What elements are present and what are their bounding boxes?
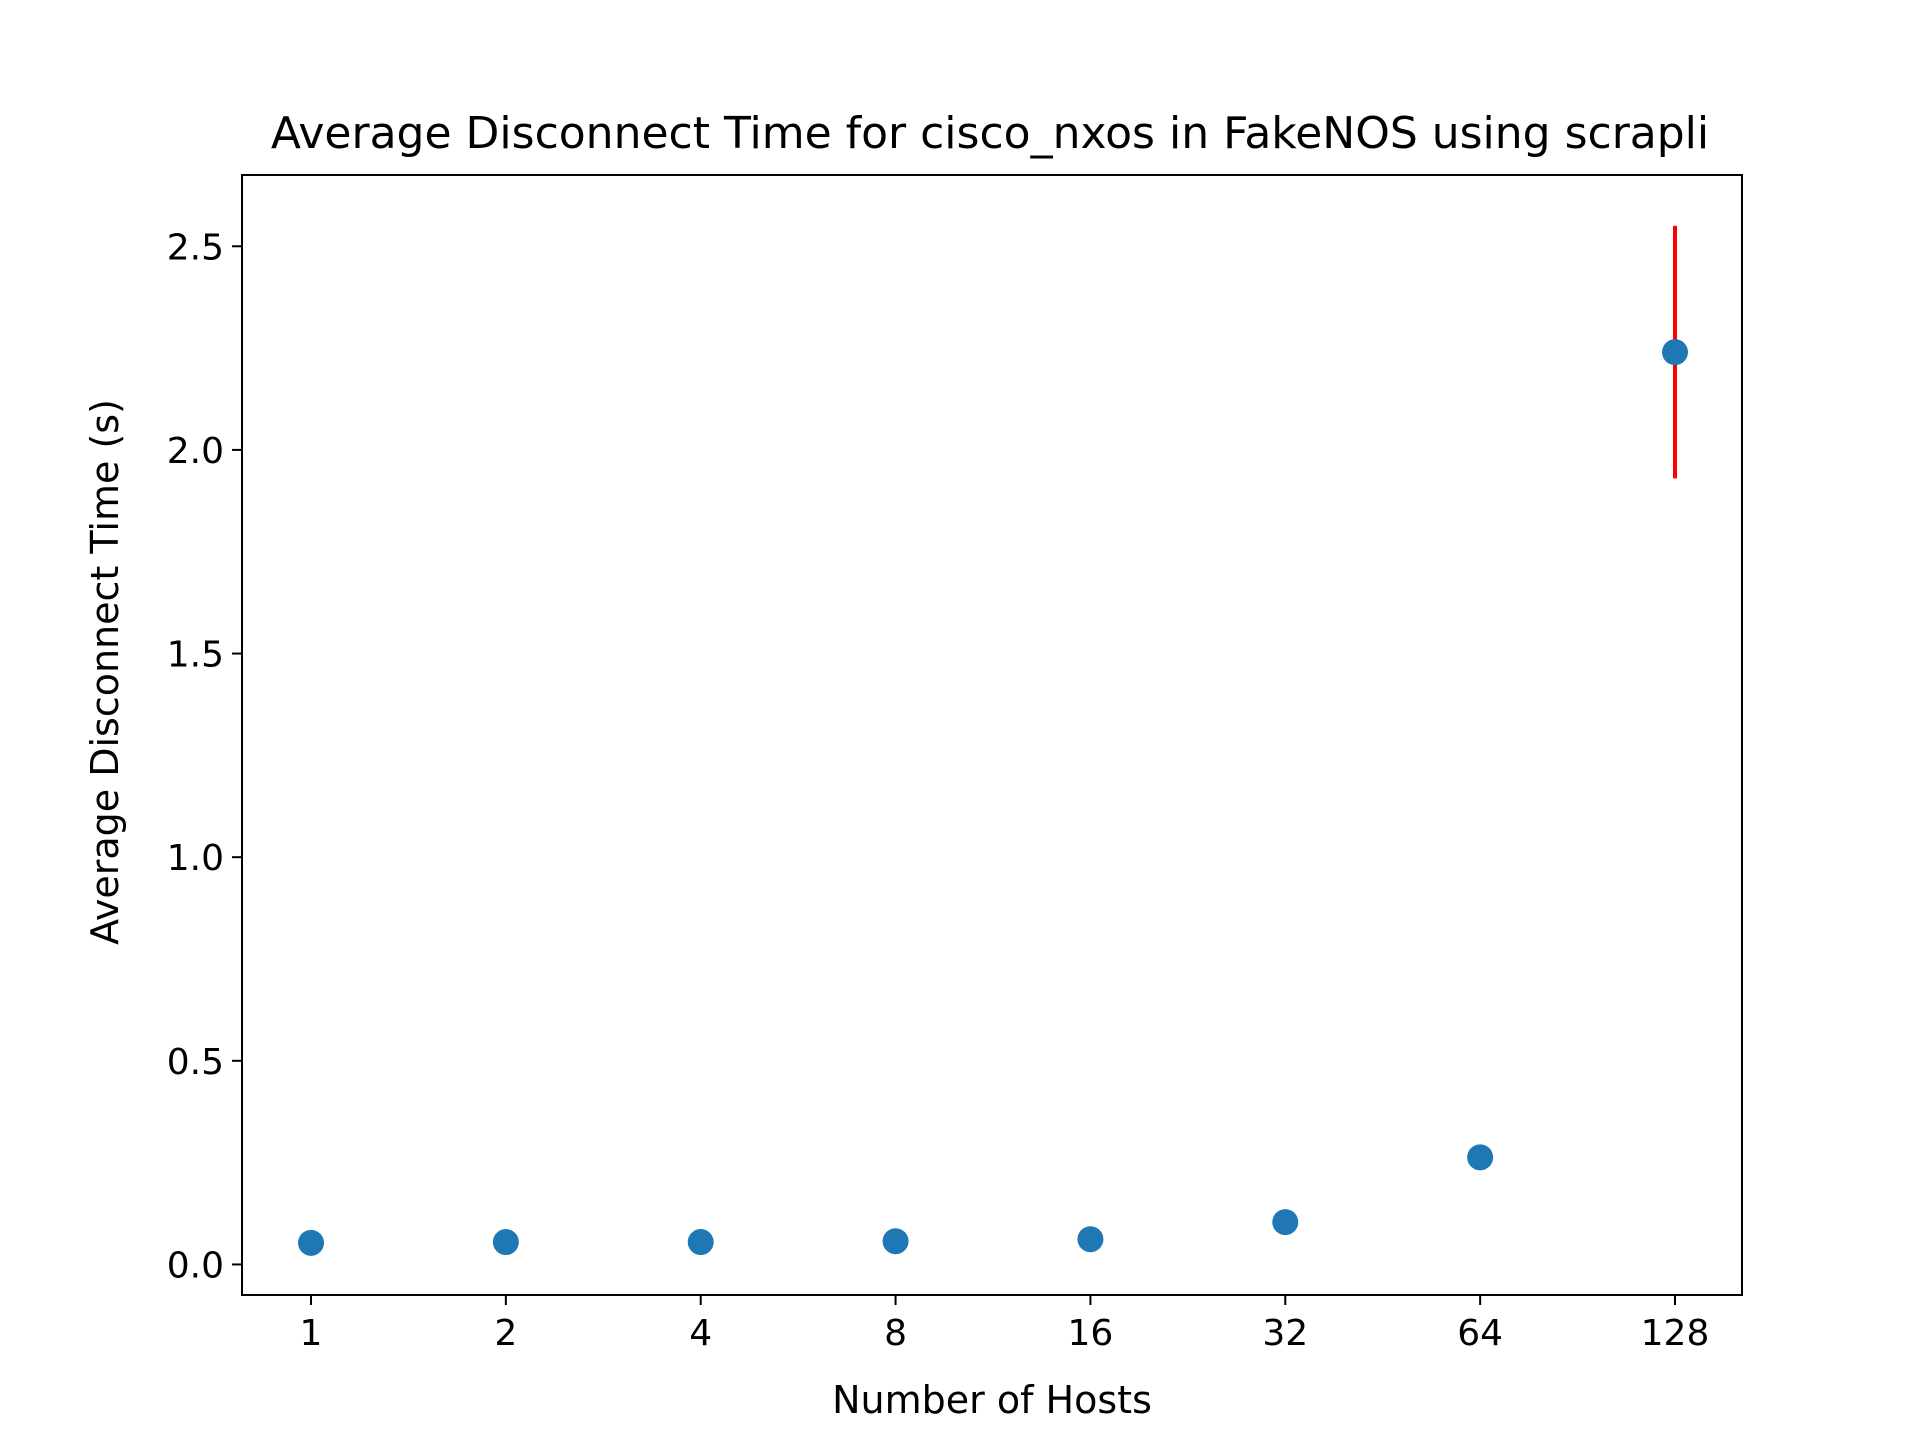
axes-frame [241,174,1743,1296]
data-point [492,1229,519,1256]
x-tick-label: 16 [1068,1313,1114,1354]
y-tick-label: 0.5 [167,1042,224,1083]
plot-area: 0.0 0.5 1.0 1.5 2.0 2.5 1 2 4 8 16 32 64 128 [167,225,1710,1354]
x-tick-label: 128 [1641,1313,1710,1354]
data-point [1467,1144,1494,1171]
x-axis-label: Number of Hosts [832,1378,1152,1422]
x-tick-label: 2 [494,1313,517,1354]
data-point [882,1228,909,1255]
data-point [1272,1209,1299,1236]
y-axis-label: Average Disconnect Time (s) [83,399,127,945]
x-tick-label: 32 [1262,1313,1308,1354]
data-point [1077,1226,1104,1253]
x-tick-label: 1 [300,1313,323,1354]
y-tick-label: 1.5 [167,635,224,676]
x-tick-label: 8 [884,1313,907,1354]
y-tick-label: 1.0 [167,838,224,879]
data-point [687,1229,714,1256]
chart-title: Average Disconnect Time for cisco_nxos i… [271,108,1709,159]
y-tick-label: 0.0 [167,1245,224,1286]
y-tick-label: 2.0 [167,431,224,472]
data-point [1662,339,1688,366]
y-tick-label: 2.5 [167,227,224,268]
x-tick-label: 4 [689,1313,712,1354]
x-tick-label: 64 [1457,1313,1503,1354]
data-point [298,1229,324,1256]
